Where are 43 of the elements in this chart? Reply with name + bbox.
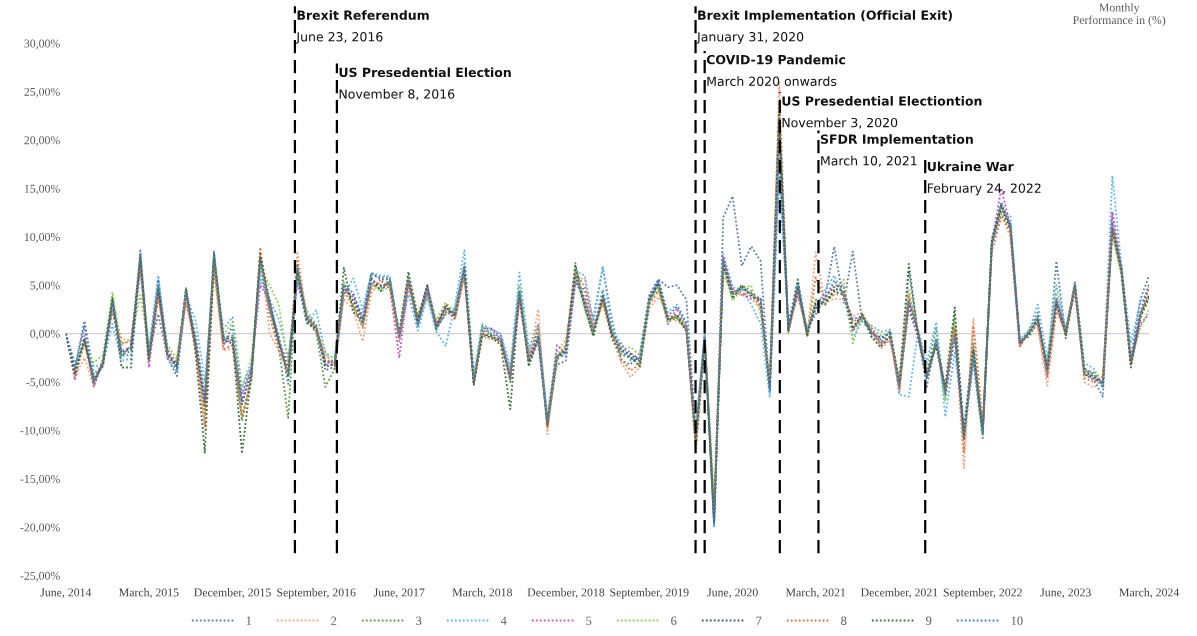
legend-label: 1 [246, 616, 252, 625]
x-tick-label: December, 2015 [194, 588, 271, 599]
x-tick-label: September, 2019 [610, 588, 689, 599]
x-tick-label: March, 2015 [119, 588, 179, 599]
y-tick-label: -25,00% [20, 571, 60, 582]
x-tick-label: June, 2023 [1040, 588, 1091, 599]
ref-line-label: Ukraine War February 24, 2022 [927, 161, 1041, 196]
x-tick-label: September, 2022 [943, 588, 1022, 599]
y-tick-label: 0,00% [30, 329, 60, 340]
legend-label: 4 [500, 616, 507, 625]
ref-line-label: US Presedential Electiontion November 3, 2020 [782, 96, 982, 129]
y-tick-label: -20,00% [20, 523, 60, 534]
y-tick-label: 5,00% [30, 281, 60, 292]
y-tick-label: 25,00% [24, 87, 60, 98]
legend-label: 5 [586, 616, 592, 625]
x-tick-label: June, 2020 [707, 588, 758, 599]
y-tick-label: 30,00% [24, 39, 60, 50]
x-tick-label: June, 2017 [373, 588, 425, 599]
legend-label: 6 [671, 616, 677, 625]
x-tick-label: December, 2018 [527, 588, 605, 599]
x-tick-label: March, 2024 [1119, 588, 1180, 599]
y-tick-label: 20,00% [24, 136, 60, 146]
ref-line-label: US Presedential Election November 8, 2016 [339, 67, 511, 100]
legend-label: 10 [1011, 616, 1023, 625]
y-tick-label: -5,00% [26, 378, 60, 388]
legend-label: 3 [416, 616, 422, 625]
x-tick-label: June, 2014 [40, 588, 92, 599]
y-tick-label: -15,00% [20, 475, 60, 485]
y-tick-label: 15,00% [24, 184, 60, 195]
legend-label: 8 [841, 616, 847, 625]
ref-line-label: Brexit Implementation (Official Exit) January 31, 2020 [696, 10, 952, 44]
ref-line-label: COVID-19 Pandemic March 2020 onwards [706, 54, 846, 86]
x-tick-label: December, 2021 [860, 588, 938, 599]
legend-label: 9 [926, 616, 932, 625]
legend-label: 2 [331, 616, 337, 625]
x-tick-label: September, 2016 [277, 588, 356, 599]
ref-line-label: Brexit Referendum June 23, 2016 [295, 10, 429, 44]
legend-label: 7 [756, 616, 762, 625]
x-tick-label: March, 2018 [452, 588, 513, 599]
y-tick-label: -10,00% [20, 426, 60, 437]
text: Monthly Performance in (%) [1072, 3, 1166, 27]
x-tick-label: March, 2021 [785, 588, 846, 599]
y-tick-label: 10,00% [24, 233, 60, 243]
